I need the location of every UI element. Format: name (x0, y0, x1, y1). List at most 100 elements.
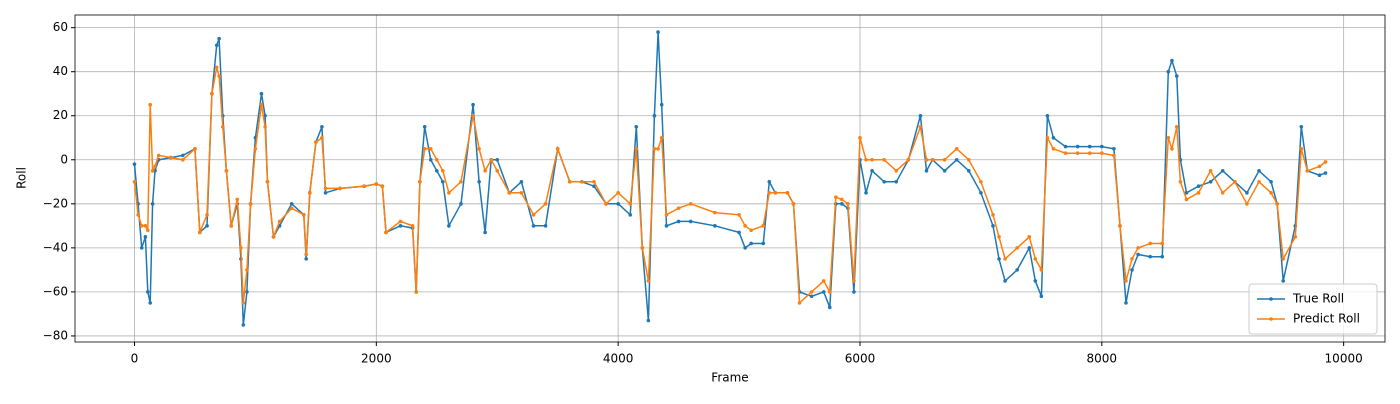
series-marker (132, 180, 137, 184)
series-marker (1087, 144, 1092, 149)
series-marker (245, 268, 249, 272)
series-marker (942, 157, 947, 162)
series-marker (652, 113, 657, 118)
series-marker (930, 157, 935, 162)
y-tick-label: −60 (43, 284, 68, 298)
series-marker (1269, 191, 1273, 195)
x-tick-label: 4000 (603, 352, 634, 366)
series-marker (132, 162, 137, 166)
series-marker (320, 124, 324, 129)
series-marker (652, 146, 657, 151)
series-marker (997, 235, 1001, 239)
series-marker (1130, 268, 1134, 272)
series-marker (567, 180, 572, 184)
series-marker (1130, 257, 1134, 261)
series-marker (459, 202, 463, 206)
series-marker (628, 202, 633, 206)
series-marker (1015, 268, 1019, 272)
series-marker (659, 102, 664, 107)
series-marker (181, 157, 185, 162)
series-marker (241, 323, 246, 327)
series-marker (1124, 279, 1128, 283)
x-tick-label: 0 (131, 352, 139, 366)
series-marker (1323, 171, 1328, 175)
series-marker (245, 290, 249, 294)
series-marker (1015, 246, 1019, 250)
series-marker (1170, 146, 1174, 151)
series-marker (821, 279, 826, 283)
series-marker (156, 153, 161, 158)
series-marker (1045, 135, 1050, 140)
x-axis-label: Frame (711, 371, 748, 385)
series-marker (1174, 74, 1179, 78)
series-marker (1196, 191, 1201, 195)
series-marker (580, 180, 584, 184)
series-marker (840, 202, 844, 206)
series-marker (840, 197, 844, 202)
series-marker (864, 157, 868, 162)
series-marker (308, 191, 312, 195)
series-marker (1027, 246, 1032, 250)
series-marker (991, 224, 995, 228)
series-marker (1063, 151, 1068, 155)
series-marker (924, 157, 929, 162)
series-marker (1293, 235, 1298, 239)
series-marker (441, 180, 445, 184)
series-marker (1003, 257, 1007, 261)
x-tick-label: 10000 (1325, 352, 1363, 366)
series-marker (634, 146, 639, 151)
series-marker (827, 290, 832, 294)
series-marker (646, 279, 651, 283)
series-marker (143, 235, 148, 239)
legend-label: Predict Roll (1293, 312, 1360, 326)
series-marker (737, 230, 741, 235)
series-marker (1112, 146, 1116, 151)
series-marker (870, 168, 874, 173)
series-marker (398, 219, 403, 224)
series-marker (1281, 257, 1285, 261)
series-marker (1112, 153, 1116, 158)
x-tick-label: 8000 (1087, 352, 1118, 366)
series-marker (1039, 294, 1044, 299)
series-marker (688, 219, 693, 224)
series-marker (519, 191, 524, 195)
series-marker (827, 305, 832, 310)
series-marker (1148, 241, 1152, 246)
series-marker (616, 191, 620, 195)
series-marker (289, 202, 294, 206)
series-marker (882, 157, 886, 162)
series-marker (676, 206, 681, 211)
y-tick-label: −80 (43, 328, 68, 342)
series-marker (1003, 279, 1007, 283)
series-marker (1245, 191, 1249, 195)
series-marker (924, 168, 929, 173)
series-marker (809, 290, 814, 294)
series-marker (659, 135, 664, 140)
series-marker (1299, 146, 1304, 151)
x-tick-label: 6000 (845, 352, 876, 366)
series-marker (1220, 168, 1225, 173)
series-marker (1166, 69, 1171, 74)
series-marker (477, 180, 481, 184)
series-marker (210, 91, 214, 96)
series-marker (634, 124, 639, 129)
series-line (133, 32, 1326, 325)
series-marker (362, 184, 367, 189)
series-marker (942, 168, 947, 173)
series-marker (150, 202, 155, 206)
series-marker (797, 301, 802, 305)
series-marker (592, 180, 596, 184)
series-marker (767, 191, 772, 195)
series-marker (214, 43, 219, 48)
series-marker (1100, 144, 1104, 149)
series-marker (640, 246, 645, 250)
series-marker (441, 168, 445, 173)
series-marker (304, 257, 308, 261)
series-marker (785, 191, 790, 195)
series-marker (1051, 146, 1056, 151)
series-marker (1170, 58, 1174, 63)
series-marker (507, 191, 512, 195)
series-marker (265, 180, 270, 184)
series-marker (894, 168, 899, 173)
